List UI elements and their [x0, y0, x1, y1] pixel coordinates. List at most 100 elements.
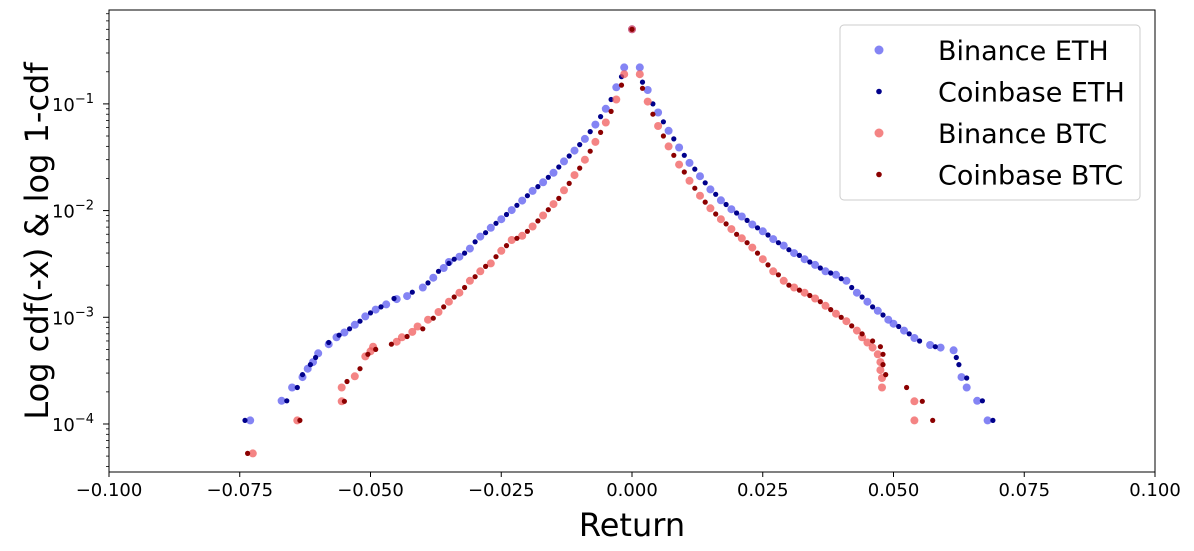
data-point: [382, 300, 391, 309]
data-point: [549, 200, 558, 209]
data-point: [681, 152, 687, 158]
data-point: [775, 272, 782, 278]
legend-label: Coinbase BTC: [938, 161, 1123, 192]
data-point: [910, 416, 919, 425]
data-point: [518, 231, 527, 240]
data-point: [277, 396, 286, 405]
data-point: [493, 254, 499, 260]
data-point: [430, 315, 436, 321]
data-point: [880, 312, 886, 318]
data-point: [357, 318, 363, 324]
data-point: [246, 416, 255, 425]
y-tick-label: 10−1: [52, 92, 94, 116]
data-point: [539, 178, 548, 187]
x-tick-label: 0.025: [737, 480, 789, 501]
data-point: [476, 267, 485, 276]
data-point: [919, 398, 925, 404]
data-point: [297, 417, 303, 423]
data-point: [758, 255, 767, 264]
data-point: [660, 133, 667, 139]
legend-marker: [876, 88, 882, 95]
data-point: [906, 331, 912, 337]
data-point: [973, 396, 982, 405]
data-point: [403, 292, 412, 301]
data-point: [560, 186, 568, 195]
data-point: [608, 96, 614, 103]
data-point: [635, 70, 644, 79]
legend-item: Coinbase BTC: [876, 161, 1123, 192]
data-point: [299, 372, 306, 378]
data-point: [439, 264, 448, 272]
data-point: [932, 344, 938, 350]
data-point: [409, 289, 415, 295]
data-point: [706, 185, 715, 194]
data-point: [748, 243, 757, 252]
data-point: [242, 417, 248, 423]
data-point: [765, 262, 771, 268]
data-point: [493, 220, 499, 226]
data-point: [429, 273, 438, 282]
data-point: [455, 252, 464, 261]
data-point: [926, 341, 935, 349]
data-point: [821, 301, 830, 310]
data-point: [598, 114, 604, 120]
data-point: [635, 63, 644, 72]
data-point: [378, 304, 384, 310]
data-point: [660, 119, 667, 125]
data-point: [577, 142, 583, 148]
data-point: [418, 283, 427, 292]
legend-label: Coinbase ETH: [938, 78, 1125, 109]
data-point: [425, 280, 431, 286]
data-point: [796, 252, 803, 258]
data-point: [811, 294, 820, 303]
data-point: [876, 366, 885, 375]
data-point: [483, 230, 489, 236]
data-point: [849, 284, 855, 291]
data-point: [556, 164, 562, 170]
data-point: [734, 210, 740, 216]
x-tick-label: −0.050: [337, 480, 404, 501]
data-point: [650, 111, 656, 117]
data-point: [446, 260, 452, 266]
data-point: [608, 108, 614, 114]
data-point: [535, 218, 541, 224]
data-point: [560, 157, 568, 166]
legend: Binance ETH Coinbase ETH Binance BTC Coinba…: [839, 24, 1141, 201]
data-point: [539, 211, 548, 220]
data-point: [444, 297, 453, 306]
data-point: [702, 199, 708, 205]
data-point: [990, 417, 996, 423]
x-tick-label: 0.050: [868, 480, 920, 501]
data-point: [580, 134, 589, 143]
data-point: [685, 176, 694, 185]
data-point: [744, 240, 750, 246]
data-point: [692, 185, 698, 191]
data-point: [643, 86, 652, 94]
data-point: [629, 26, 635, 32]
data-point: [800, 255, 809, 264]
data-point: [503, 211, 510, 218]
data-point: [518, 196, 527, 205]
data-point: [435, 268, 442, 274]
data-point: [832, 270, 840, 279]
data-point: [702, 180, 708, 186]
data-point: [744, 217, 750, 223]
data-point: [365, 351, 371, 357]
data-point: [692, 166, 698, 172]
data-point: [612, 95, 621, 104]
data-point: [957, 373, 966, 382]
data-point: [391, 295, 397, 302]
x-tick-label: 0.000: [606, 480, 658, 501]
data-point: [889, 319, 898, 328]
data-point: [796, 287, 803, 293]
data-point: [873, 306, 882, 315]
series-binance-btc: [248, 25, 919, 458]
y-tick-label: 10−4: [52, 412, 94, 436]
data-point: [748, 220, 757, 229]
data-point: [591, 120, 600, 129]
data-point: [786, 282, 792, 288]
data-point: [956, 362, 962, 368]
data-point: [580, 155, 589, 164]
data-point: [347, 326, 353, 332]
data-point: [953, 354, 959, 361]
